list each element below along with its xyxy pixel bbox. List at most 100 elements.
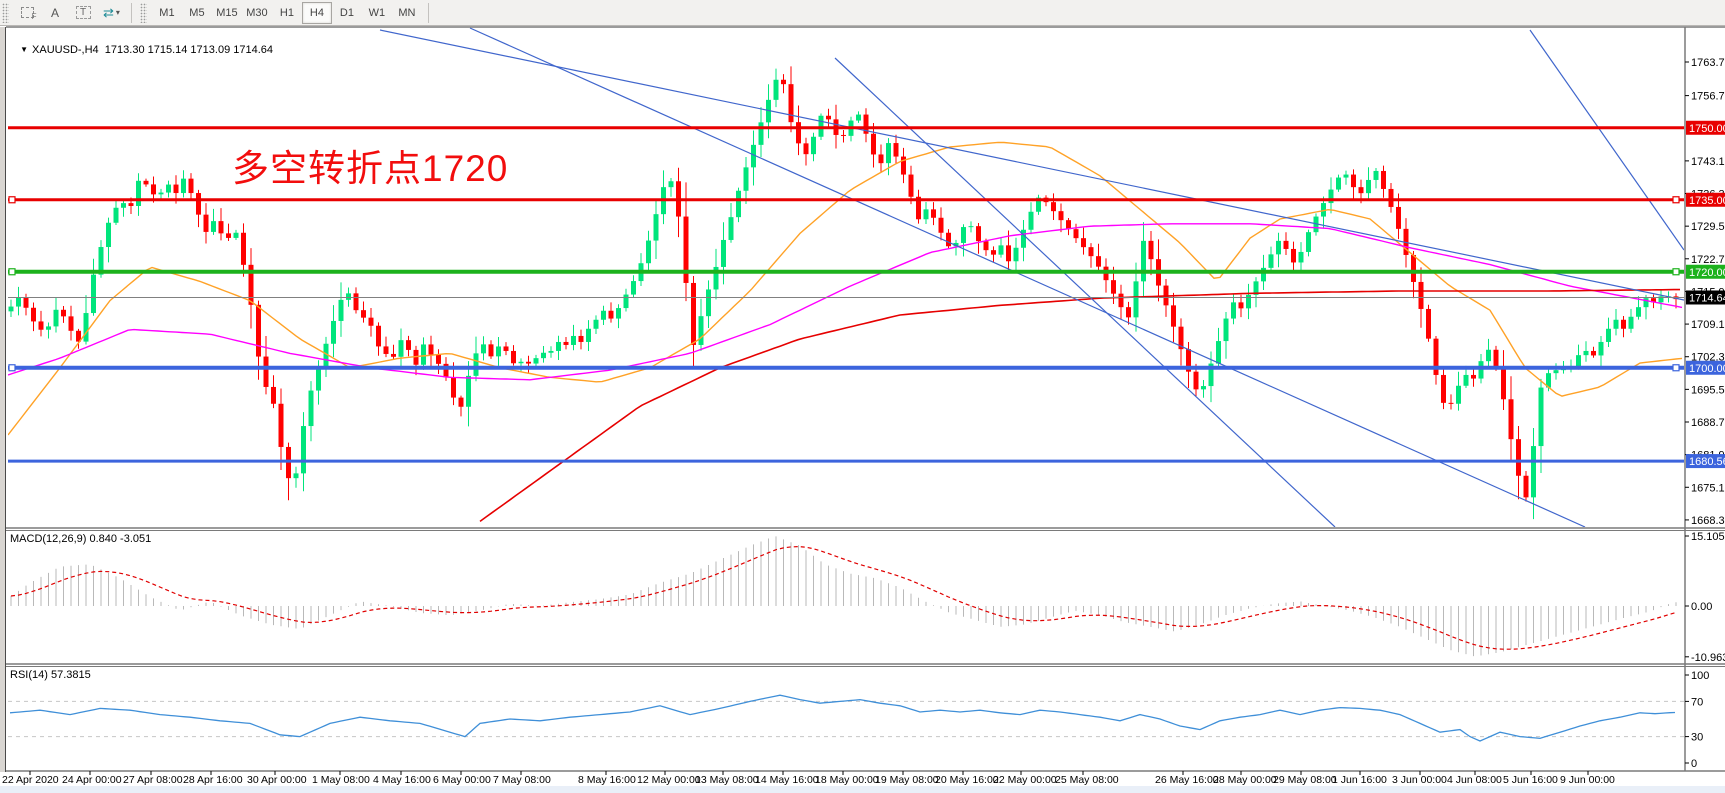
hline-handle[interactable] bbox=[1672, 196, 1680, 204]
rsi-axis-label: 0 bbox=[1691, 758, 1697, 770]
macd-signal-line bbox=[10, 545, 1677, 650]
rsi-axis-label: 70 bbox=[1691, 696, 1703, 708]
timeframe-button-mn[interactable]: MN bbox=[398, 6, 416, 19]
price-axis-label bbox=[1686, 264, 1725, 279]
timeframe-button-w1[interactable]: W1 bbox=[368, 6, 386, 19]
date-axis-label: 4 May 16:00 bbox=[373, 774, 431, 786]
fibonacci-icon[interactable]: F bbox=[14, 2, 40, 24]
text-label-icon[interactable]: T bbox=[70, 2, 96, 24]
symbol-ohlc-values: 1713.30 1715.14 1713.09 1714.64 bbox=[104, 44, 274, 56]
timeframe-button-m1[interactable]: M1 bbox=[159, 6, 175, 19]
timeframe-button-m5[interactable]: M5 bbox=[189, 6, 205, 19]
svg-text:1763.70: 1763.70 bbox=[1691, 57, 1725, 69]
timeframe-button-m30[interactable]: M30 bbox=[246, 6, 268, 19]
date-axis-label: 20 May 16:00 bbox=[935, 774, 999, 786]
trendlines[interactable] bbox=[379, 27, 1684, 527]
window-bottom-strip bbox=[0, 786, 1725, 793]
hline-handle[interactable] bbox=[8, 196, 16, 204]
hline-handle[interactable] bbox=[8, 268, 16, 276]
date-axis-label: 26 May 16:00 bbox=[1155, 774, 1219, 786]
date-axis-label: 27 Apr 08:00 bbox=[123, 774, 183, 786]
date-axis-label: 6 May 00:00 bbox=[433, 774, 491, 786]
trendline[interactable] bbox=[834, 57, 1336, 527]
rsi-line bbox=[9, 694, 1676, 742]
macd-axis-label: -10.963 bbox=[1691, 652, 1725, 664]
svg-text:1695.50: 1695.50 bbox=[1691, 384, 1725, 396]
date-axis-label: 22 May 00:00 bbox=[993, 774, 1057, 786]
svg-text:1720.00: 1720.00 bbox=[1689, 267, 1725, 279]
price-axis-label bbox=[1686, 360, 1725, 375]
date-axis-label: 7 May 08:00 bbox=[493, 774, 551, 786]
svg-text:1750.00: 1750.00 bbox=[1689, 123, 1725, 135]
macd-histogram bbox=[10, 536, 1677, 657]
date-axis-label: 5 Jun 16:00 bbox=[1503, 774, 1558, 786]
top-toolbar: F A T ⇄ ▾ M1 M5 M15 M30 H1 H4 D1 W1 MN bbox=[0, 0, 1725, 26]
svg-text:1700.00: 1700.00 bbox=[1689, 363, 1725, 375]
date-axis-label: 13 May 08:00 bbox=[695, 774, 759, 786]
svg-text:1735.00: 1735.00 bbox=[1689, 195, 1725, 207]
symbol-dropdown-icon[interactable]: ▼ bbox=[20, 45, 29, 54]
date-axis-label: 28 Apr 16:00 bbox=[183, 774, 243, 786]
date-axis-label: 3 Jun 00:00 bbox=[1392, 774, 1447, 786]
date-axis-label: 9 Jun 00:00 bbox=[1560, 774, 1615, 786]
trendline[interactable] bbox=[1529, 29, 1684, 251]
date-axis-label: 22 Apr 2020 bbox=[2, 774, 59, 786]
rsi-axis-label: 100 bbox=[1691, 670, 1709, 682]
svg-text:1702.30: 1702.30 bbox=[1691, 352, 1725, 364]
arrows-dropdown-caret[interactable]: ▾ bbox=[115, 8, 120, 17]
price-axis-label bbox=[1686, 454, 1725, 469]
hline-handle[interactable] bbox=[1672, 268, 1680, 276]
date-axis-label: 29 May 08:00 bbox=[1273, 774, 1337, 786]
date-axis-label: 8 May 16:00 bbox=[578, 774, 636, 786]
moving-average-line bbox=[479, 288, 1680, 523]
rsi-axis-label: 30 bbox=[1691, 732, 1703, 744]
date-axis-label: 12 May 00:00 bbox=[637, 774, 701, 786]
date-axis-label: 25 May 08:00 bbox=[1055, 774, 1119, 786]
horizontal-lines[interactable] bbox=[8, 126, 1684, 463]
timeframe-button-d1[interactable]: D1 bbox=[339, 6, 354, 19]
macd-indicator-label: MACD(12,26,9) 0.840 -3.051 bbox=[10, 533, 152, 545]
symbol-info-line[interactable]: ▼ XAUUSD-,H4 1713.30 1715.14 1713.09 1714… bbox=[14, 32, 273, 56]
trendline[interactable] bbox=[379, 29, 1684, 301]
svg-text:1722.70: 1722.70 bbox=[1691, 254, 1725, 266]
date-axis-label: 1 May 08:00 bbox=[312, 774, 370, 786]
arrows-icon[interactable]: ⇄ ▾ bbox=[103, 4, 120, 20]
svg-text:1688.70: 1688.70 bbox=[1691, 417, 1725, 429]
timeframe-button-m15[interactable]: M15 bbox=[216, 6, 238, 19]
chart-left-border bbox=[0, 27, 6, 772]
svg-text:1756.70: 1756.70 bbox=[1691, 91, 1725, 103]
svg-text:1729.50: 1729.50 bbox=[1691, 221, 1725, 233]
candles bbox=[8, 66, 1679, 520]
price-axis-label bbox=[1686, 290, 1725, 305]
hline-handle[interactable] bbox=[1672, 364, 1680, 372]
toolbar-grip[interactable] bbox=[2, 2, 9, 23]
text-icon[interactable]: A bbox=[50, 5, 59, 20]
toolbar-grip[interactable] bbox=[139, 2, 147, 23]
price-axis-label bbox=[1686, 120, 1725, 135]
hline-handle[interactable] bbox=[8, 364, 16, 372]
trendline[interactable] bbox=[469, 27, 1586, 527]
date-axis[interactable]: 22 Apr 2020 24 Apr 00:00 27 Apr 08:00 28 Ap… bbox=[2, 771, 1615, 786]
svg-text:1668.30: 1668.30 bbox=[1691, 515, 1725, 527]
rsi-indicator-label: RSI(14) 57.3815 bbox=[10, 669, 91, 681]
chart-window[interactable] bbox=[0, 27, 1725, 793]
svg-text:1675.10: 1675.10 bbox=[1691, 482, 1725, 494]
svg-text:1714.64: 1714.64 bbox=[1689, 292, 1725, 304]
date-axis-label: 18 May 00:00 bbox=[815, 774, 879, 786]
svg-text:1743.10: 1743.10 bbox=[1691, 156, 1725, 168]
date-axis-label: 24 Apr 00:00 bbox=[62, 774, 122, 786]
price-axis-label bbox=[1686, 192, 1725, 207]
toolbar-separator bbox=[427, 2, 429, 23]
chart-text-annotation[interactable]: 多空转折点1720 bbox=[232, 148, 509, 189]
timeframe-button-h4[interactable]: H4 bbox=[301, 1, 332, 24]
macd-axis-label: 0.00 bbox=[1691, 601, 1712, 613]
date-axis-label: 4 Jun 08:00 bbox=[1447, 774, 1502, 786]
price-axis[interactable]: 1763.701756.701743.101736.301729.501722.… bbox=[1685, 57, 1725, 527]
svg-text:1709.10: 1709.10 bbox=[1691, 319, 1725, 331]
date-axis-label: 30 Apr 00:00 bbox=[247, 774, 307, 786]
symbol-name: XAUUSD-,H4 bbox=[32, 44, 99, 56]
date-axis-label: 1 Jun 16:00 bbox=[1332, 774, 1387, 786]
timeframe-button-h1[interactable]: H1 bbox=[279, 6, 294, 19]
moving-average-line bbox=[8, 223, 1683, 381]
